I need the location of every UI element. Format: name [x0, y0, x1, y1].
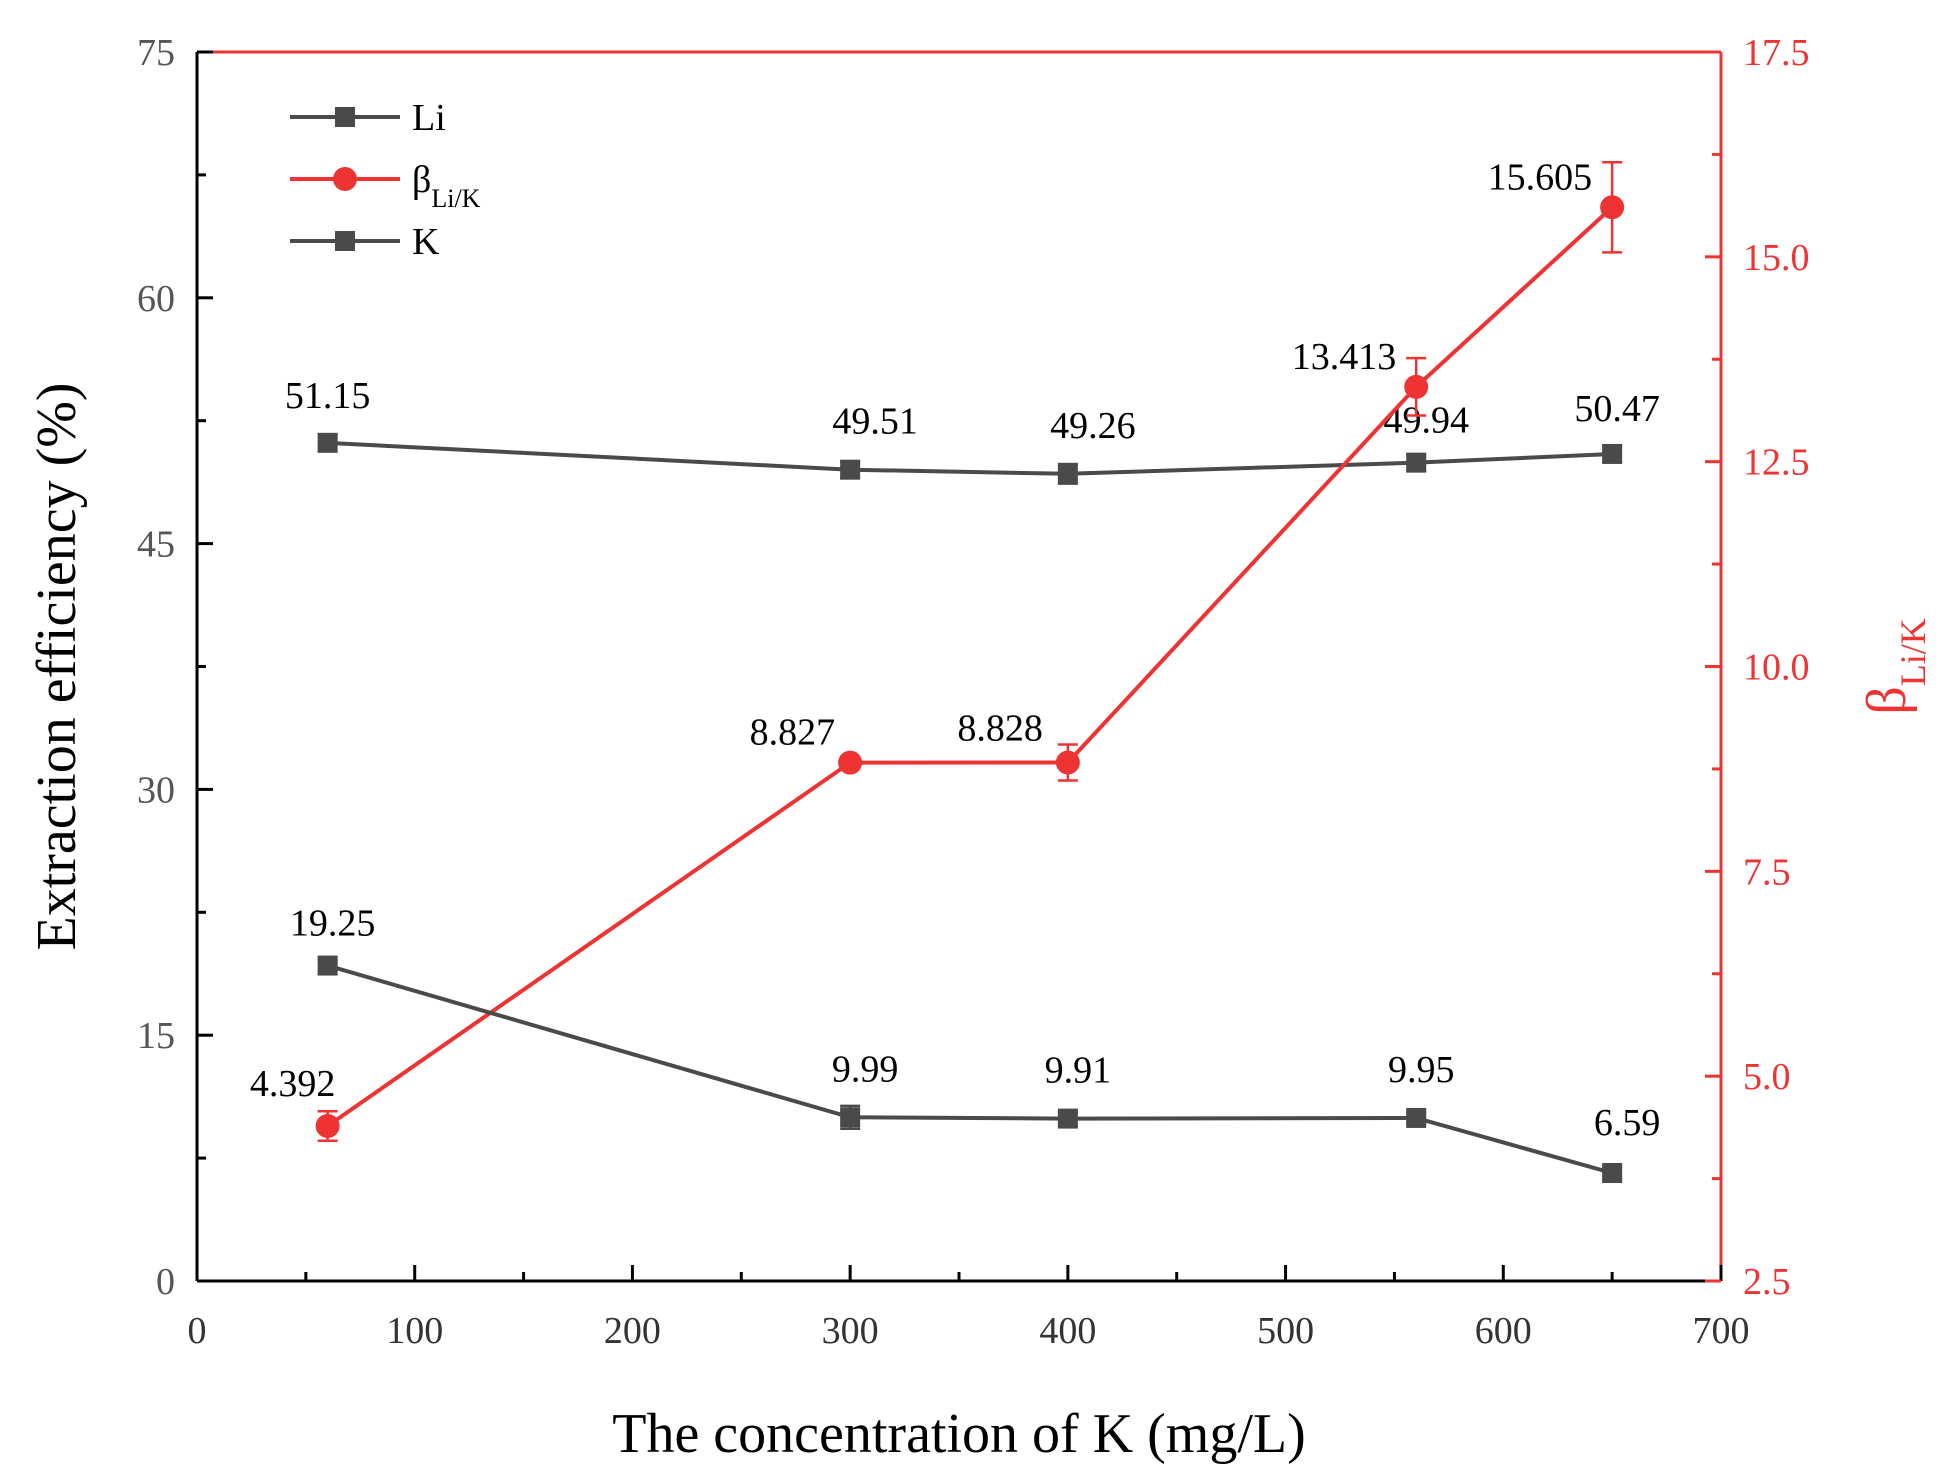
data-label: 15.605 — [1488, 156, 1593, 198]
x-tick-label: 400 — [1039, 1310, 1096, 1352]
data-label: 51.15 — [285, 375, 371, 417]
x-tick-label: 100 — [386, 1310, 443, 1352]
legend-swatch-marker — [333, 167, 357, 191]
data-point — [1404, 374, 1429, 399]
data-label: 50.47 — [1574, 388, 1660, 430]
series-k: 19.25 9.99 9.91 9.95 6.59 — [290, 903, 1661, 1184]
data-label: 9.95 — [1388, 1049, 1455, 1091]
y2-tick-label: 12.5 — [1743, 442, 1810, 484]
y2-tick-label: 2.5 — [1743, 1261, 1791, 1303]
data-label: 4.392 — [250, 1063, 336, 1105]
legend-label: Li — [412, 97, 446, 139]
data-label: 8.828 — [957, 708, 1043, 750]
legend-label-base: K — [412, 221, 440, 263]
y2-tick-label: 10.0 — [1743, 647, 1810, 689]
data-label: 9.91 — [1045, 1050, 1112, 1092]
y2-tick-label: 17.5 — [1743, 32, 1810, 74]
y-tick-label: 15 — [137, 1015, 175, 1057]
x-tick-label: 500 — [1257, 1310, 1314, 1352]
y2-axis-title: βLi/K — [1856, 618, 1933, 715]
axes-group: 0 100 200 300 400 500 600 700 0 15 30 45 60 75 2.5 5.0 7… — [26, 32, 1933, 1465]
legend-swatch-marker — [335, 231, 355, 251]
data-point — [1055, 750, 1080, 775]
data-label: 13.413 — [1292, 336, 1397, 378]
x-tick-label: 600 — [1475, 1310, 1532, 1352]
y2-axis-title-base: β — [1856, 686, 1918, 715]
legend-swatch-marker — [335, 107, 355, 127]
y-tick-label: 75 — [137, 32, 175, 74]
data-label: 49.51 — [832, 401, 918, 443]
x-tick-label: 700 — [1693, 1310, 1750, 1352]
legend-group: Li βLi/K K — [290, 97, 481, 263]
legend-label: βLi/K — [412, 159, 481, 213]
data-point — [317, 955, 338, 976]
x-tick-label: 300 — [822, 1310, 879, 1352]
data-point — [840, 459, 861, 480]
data-label: 19.25 — [290, 903, 376, 945]
legend-label-sub: Li/K — [431, 184, 480, 213]
data-label: 6.59 — [1594, 1102, 1661, 1144]
legend-item: βLi/K — [290, 159, 481, 213]
data-point — [317, 432, 338, 453]
data-point — [315, 1113, 340, 1138]
legend-label-base: Li — [412, 97, 446, 139]
data-point — [1600, 195, 1625, 220]
data-point — [1602, 1163, 1623, 1184]
y2-tick-label: 7.5 — [1743, 851, 1791, 893]
data-point — [1057, 1108, 1078, 1129]
data-point — [1057, 463, 1078, 484]
y2-tick-label: 5.0 — [1743, 1056, 1791, 1098]
y2-tick-label: 15.0 — [1743, 237, 1810, 279]
data-point — [1406, 1107, 1427, 1128]
x-tick-label: 0 — [188, 1310, 207, 1352]
series-line — [326, 205, 1614, 1128]
x-tick-label: 200 — [604, 1310, 661, 1352]
data-label: 9.99 — [832, 1048, 899, 1090]
y-tick-label: 45 — [137, 524, 175, 566]
data-label: 49.26 — [1050, 405, 1136, 447]
legend-item: K — [290, 221, 440, 263]
x-axis-title: The concentration of K (mg/L) — [612, 1403, 1306, 1465]
data-point — [1602, 443, 1623, 464]
legend-label: K — [412, 221, 440, 263]
data-label: 8.827 — [750, 712, 836, 754]
legend-item: Li — [290, 97, 446, 139]
y-tick-label: 60 — [137, 278, 175, 320]
y-axis-title: Extraction efficiency (%) — [26, 382, 88, 950]
legend-label-base: β — [412, 159, 431, 201]
y2-axis-title-sub: Li/K — [1893, 618, 1933, 686]
data-point — [1406, 452, 1427, 473]
data-point — [838, 750, 863, 775]
series-beta-li-k: 4.392 8.827 8.828 13.413 15.605 — [250, 156, 1625, 1142]
y-tick-label: 30 — [137, 769, 175, 811]
y-tick-label: 0 — [156, 1261, 175, 1303]
data-point — [840, 1107, 861, 1128]
